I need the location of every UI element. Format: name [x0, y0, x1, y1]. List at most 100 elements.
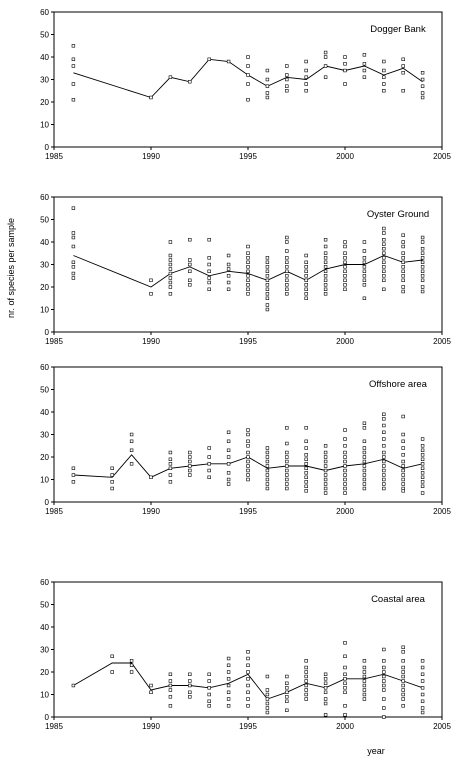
sample-point: [362, 692, 367, 697]
sample-point: [304, 697, 308, 701]
sample-point: [382, 231, 386, 235]
sample-point: [323, 256, 328, 260]
sample-point: [285, 240, 289, 244]
sample-point: [285, 426, 289, 430]
sample-point: [226, 280, 231, 285]
sample-point: [343, 55, 347, 59]
sample-point: [323, 238, 328, 242]
sample-point: [323, 260, 328, 264]
sample-point: [168, 276, 173, 280]
sample-point: [343, 455, 347, 459]
sample-point: [420, 240, 425, 244]
sample-point: [382, 82, 386, 86]
sample-point: [323, 64, 328, 68]
sample-point: [304, 292, 308, 296]
sample-point: [304, 274, 308, 278]
sample-point: [382, 665, 386, 670]
sample-point: [285, 708, 289, 713]
sample-point: [362, 265, 367, 269]
sample-point: [401, 477, 405, 482]
y-tick-label: 50: [40, 31, 49, 40]
y-tick-label: 20: [40, 668, 49, 677]
sample-point: [323, 265, 328, 269]
sample-point: [323, 287, 328, 291]
sample-point: [382, 437, 386, 441]
sample-point: [246, 274, 250, 278]
y-tick-label: 10: [40, 691, 49, 700]
sample-point: [71, 98, 76, 102]
sample-point: [285, 477, 289, 482]
sample-point: [343, 260, 347, 264]
sample-point: [304, 688, 308, 692]
sample-point: [285, 699, 289, 704]
sample-point: [401, 244, 405, 249]
sample-point: [265, 486, 270, 491]
sample-point: [362, 477, 367, 482]
sample-point: [285, 89, 289, 93]
sample-point: [362, 450, 367, 455]
sample-point: [265, 710, 270, 715]
sample-point: [382, 238, 386, 242]
sample-point: [285, 695, 289, 699]
sample-point: [343, 244, 347, 249]
sample-point: [362, 260, 367, 264]
sample-point: [362, 464, 367, 468]
sample-point: [382, 459, 386, 464]
sample-point: [420, 278, 425, 282]
sample-point: [168, 267, 173, 271]
y-tick-label: 10: [40, 306, 49, 315]
sample-point: [362, 482, 367, 486]
panel-title: Offshore area: [369, 379, 428, 390]
sample-point: [285, 64, 289, 68]
sample-point: [304, 692, 308, 697]
y-tick-label: 20: [40, 283, 49, 292]
sample-point: [71, 466, 76, 470]
sample-point: [401, 650, 405, 654]
sample-point: [246, 663, 250, 668]
sample-point: [382, 269, 386, 273]
sample-point: [382, 455, 386, 459]
mean-series-line: [73, 58, 423, 99]
sample-point: [401, 432, 405, 437]
sample-point: [362, 659, 367, 663]
sample-point: [226, 683, 231, 688]
panel-title: Coastal area: [371, 594, 426, 605]
sample-point: [168, 672, 173, 677]
sample-point: [401, 446, 405, 450]
sample-point: [110, 466, 114, 470]
sample-point: [343, 274, 347, 278]
y-tick-label: 60: [40, 8, 49, 17]
sample-point: [265, 274, 270, 278]
sample-point: [246, 265, 250, 269]
sample-point: [246, 283, 250, 287]
sample-point: [285, 84, 289, 88]
sample-point: [168, 292, 173, 296]
sample-point: [246, 287, 250, 291]
sample-point: [382, 251, 386, 255]
sample-point: [304, 426, 308, 430]
sample-point: [226, 477, 231, 482]
sample-point: [265, 77, 270, 82]
sample-point: [343, 482, 347, 486]
sample-point: [420, 437, 425, 441]
sample-point: [285, 260, 289, 264]
sample-point: [265, 468, 270, 473]
sample-point: [304, 466, 308, 470]
sample-point: [188, 690, 192, 695]
panel-title: Oyster Ground: [367, 209, 429, 220]
sample-point: [304, 453, 308, 457]
sample-point: [343, 278, 347, 282]
sample-point: [343, 265, 347, 269]
sample-point: [285, 274, 289, 278]
sample-point: [382, 278, 386, 282]
sample-point: [265, 260, 270, 264]
sample-point: [420, 269, 425, 273]
sample-point: [207, 692, 211, 697]
sample-point: [382, 486, 386, 491]
sample-point: [420, 475, 425, 479]
sample-point: [226, 690, 231, 695]
sample-point: [420, 77, 425, 82]
sample-point: [188, 683, 192, 688]
sample-point: [401, 439, 405, 443]
